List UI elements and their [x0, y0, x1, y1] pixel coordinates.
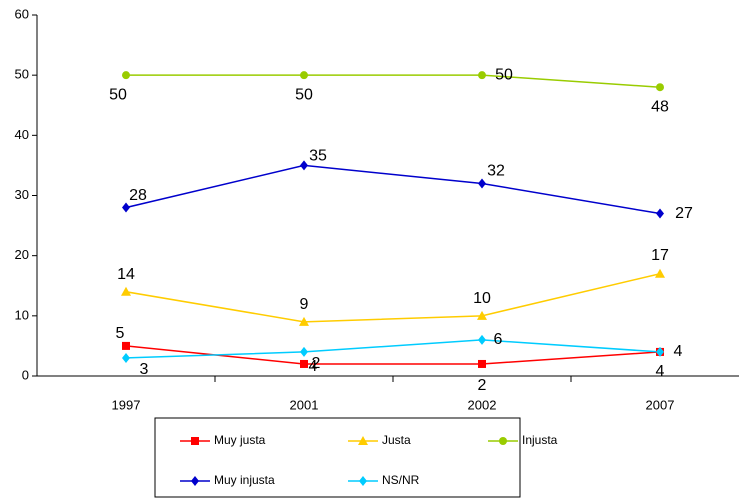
y-tick-label: 50 — [15, 67, 29, 82]
legend-label: Muy injusta — [214, 473, 275, 487]
data-label: 35 — [309, 148, 327, 165]
marker — [300, 359, 308, 368]
data-label: 4 — [656, 363, 665, 380]
data-label: 4 — [309, 358, 318, 375]
data-label: 4 — [674, 343, 683, 360]
marker — [656, 346, 664, 357]
data-label: 9 — [300, 296, 309, 313]
legend-label: Muy justa — [214, 433, 266, 447]
legend-label: Justa — [382, 433, 411, 447]
marker — [299, 316, 309, 326]
data-label: 50 — [109, 86, 127, 103]
data-label: 2 — [478, 377, 487, 394]
marker — [478, 71, 486, 80]
data-label: 50 — [495, 66, 513, 83]
data-label: 14 — [117, 266, 135, 283]
marker — [122, 202, 130, 213]
marker — [478, 334, 486, 345]
marker — [122, 341, 130, 350]
marker — [122, 352, 130, 363]
marker — [478, 178, 486, 189]
marker — [122, 71, 130, 80]
marker — [358, 436, 368, 445]
series-line — [125, 272, 661, 323]
marker — [478, 359, 486, 368]
data-label: 27 — [675, 205, 693, 222]
y-tick-label: 20 — [15, 247, 29, 262]
y-tick-label: 10 — [15, 307, 29, 322]
marker — [655, 268, 665, 278]
data-label: 5 — [116, 325, 125, 342]
data-label: 17 — [651, 247, 669, 264]
series-line — [125, 339, 661, 359]
series-line — [125, 164, 661, 215]
marker — [300, 346, 308, 357]
marker — [359, 476, 367, 486]
data-label: 10 — [473, 290, 491, 307]
marker — [656, 208, 664, 219]
legend-label: Injusta — [522, 433, 558, 447]
y-tick-label: 30 — [15, 187, 29, 202]
marker — [300, 71, 308, 80]
x-tick-label: 2007 — [646, 397, 675, 412]
x-tick-label: 1997 — [112, 397, 141, 412]
data-label: 6 — [494, 331, 503, 348]
marker — [499, 437, 507, 445]
data-label: 28 — [129, 187, 147, 204]
legend-label: NS/NR — [382, 473, 420, 487]
legend-box — [154, 417, 521, 498]
marker — [121, 286, 131, 296]
marker — [300, 160, 308, 171]
marker — [477, 310, 487, 320]
data-label: 3 — [140, 361, 149, 378]
marker — [656, 83, 664, 92]
y-tick-label: 60 — [15, 6, 29, 21]
x-tick-label: 2002 — [468, 397, 497, 412]
data-label: 2 — [312, 355, 321, 372]
series-line — [126, 74, 661, 88]
data-label: 48 — [651, 98, 669, 115]
x-tick-label: 2001 — [290, 397, 319, 412]
y-tick-label: 0 — [22, 367, 29, 382]
y-tick-label: 40 — [15, 127, 29, 142]
data-label: 32 — [487, 163, 505, 180]
marker — [191, 476, 199, 486]
data-label: 50 — [295, 86, 313, 103]
marker — [191, 437, 199, 445]
